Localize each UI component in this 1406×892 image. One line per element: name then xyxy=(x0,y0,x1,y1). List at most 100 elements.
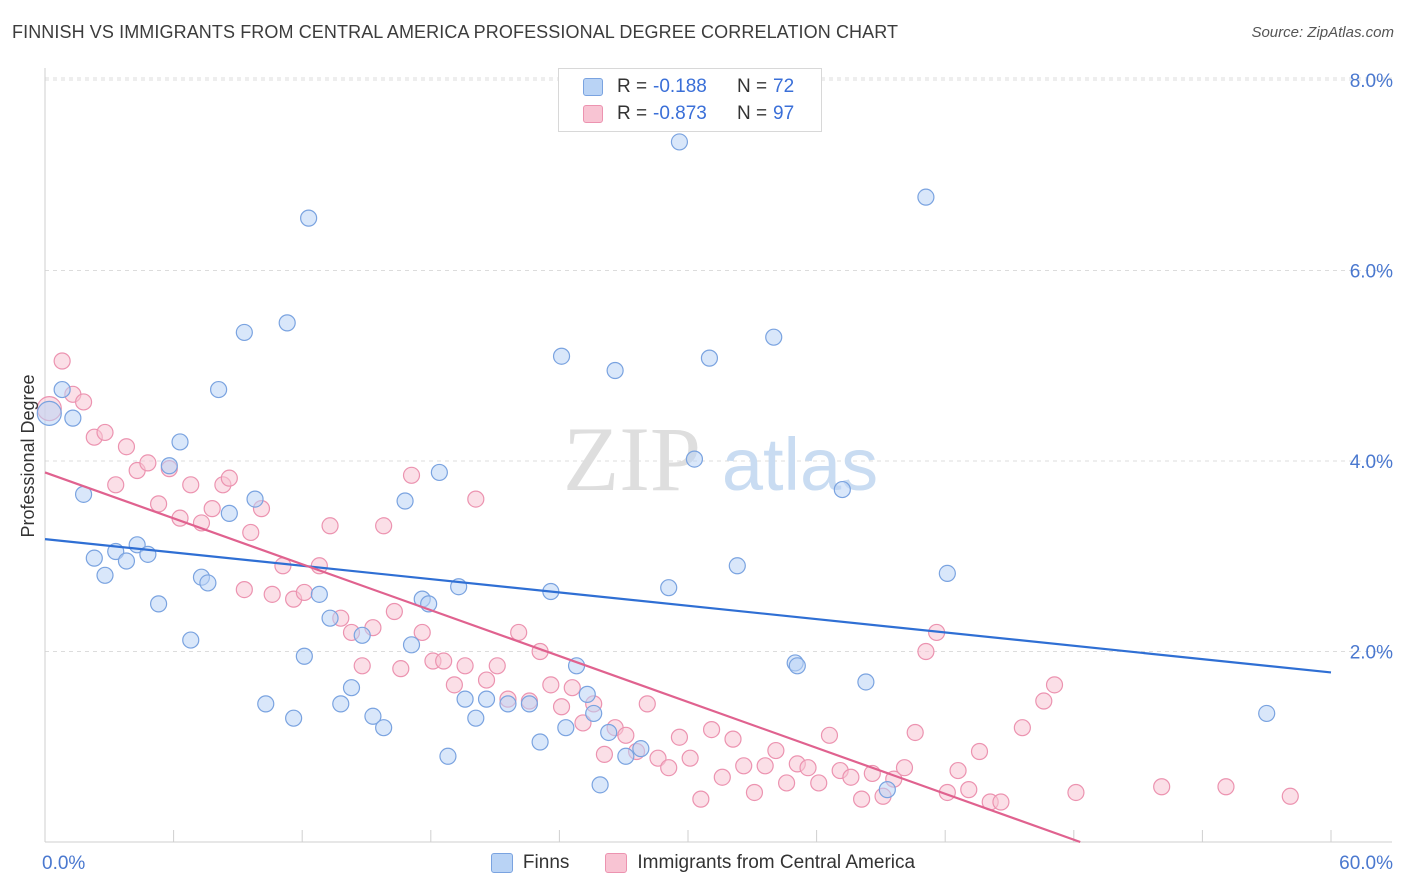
watermark-atlas: atlas xyxy=(722,423,878,506)
central-america-point xyxy=(842,768,860,786)
trend-lines xyxy=(44,471,1332,844)
finns-point xyxy=(96,566,114,584)
central-america-point xyxy=(402,466,421,484)
central-america-point xyxy=(949,761,967,780)
bottom-legend: Finns Immigrants from Central America xyxy=(0,852,1406,874)
central-america-point xyxy=(853,790,871,808)
finns-point xyxy=(246,490,264,508)
source-label: Source: ZipAtlas.com xyxy=(1251,24,1394,41)
finns-point xyxy=(878,781,896,799)
chart-title: FINNISH VS IMMIGRANTS FROM CENTRAL AMERI… xyxy=(12,22,899,42)
finns-point xyxy=(591,776,609,794)
finns-point xyxy=(53,380,71,399)
finns-point xyxy=(499,695,517,713)
y-axis-label: Professional Degree xyxy=(18,374,38,537)
finns-point xyxy=(632,740,650,758)
finns-point xyxy=(765,328,783,346)
central-america-point xyxy=(917,642,935,661)
central-america-point xyxy=(692,790,710,808)
finns-point xyxy=(439,747,457,765)
finns-point xyxy=(728,557,746,575)
finns-point xyxy=(456,690,474,708)
finns-point xyxy=(520,695,538,713)
finns-swatch xyxy=(490,853,513,873)
finns-point xyxy=(295,647,313,665)
central-america-point xyxy=(456,657,474,675)
central-america-point xyxy=(96,423,114,442)
central-america-point xyxy=(117,438,136,456)
finns-point xyxy=(430,463,448,482)
central-america-point xyxy=(1035,692,1053,710)
legend-finns-n: 72 xyxy=(773,76,795,97)
finns-point xyxy=(585,704,603,723)
central-america-point xyxy=(295,583,313,602)
bottom-legend-finns[interactable]: Finns xyxy=(490,852,569,874)
finns-point xyxy=(310,585,328,603)
finns-point xyxy=(670,133,689,151)
central-america-point xyxy=(413,623,431,642)
central-america-point xyxy=(149,495,168,513)
central-america-swatch xyxy=(583,105,603,123)
finns-point xyxy=(36,400,62,426)
central-america-point xyxy=(53,352,71,370)
legend-row-central-america: R = -0.873 N = 97 xyxy=(583,102,794,126)
finns-point xyxy=(531,733,549,751)
central-america-point xyxy=(638,695,656,713)
y-tick-label: 8.0% xyxy=(1350,71,1393,92)
finns-point xyxy=(600,723,618,742)
finns-swatch xyxy=(583,78,603,96)
legend-n-label: N = xyxy=(737,103,768,124)
finns-point xyxy=(467,709,485,727)
central-america-point xyxy=(542,676,560,694)
tick-labels: 2.0% 4.0% 6.0% 8.0% 0.0% 60.0% xyxy=(42,71,1393,874)
finns-point xyxy=(938,564,956,582)
finns-point xyxy=(833,480,851,499)
finns-point xyxy=(1258,704,1276,723)
central-america-point xyxy=(477,671,496,689)
finns-point xyxy=(149,595,168,613)
central-america-point xyxy=(906,723,924,742)
central-america-point xyxy=(510,623,528,642)
central-america-point xyxy=(681,749,699,767)
central-america-point xyxy=(375,517,393,535)
finns-point xyxy=(220,504,238,522)
gridlines xyxy=(45,77,1392,652)
watermark: ZIP atlas xyxy=(563,408,878,510)
legend-n-label: N = xyxy=(737,76,768,97)
central-america-point xyxy=(756,757,774,775)
finns-point xyxy=(160,457,178,475)
finns-point xyxy=(171,433,189,451)
bottom-legend-central-america[interactable]: Immigrants from Central America xyxy=(605,852,915,874)
central-america-point xyxy=(649,749,667,767)
central-america-point xyxy=(767,741,785,760)
finns-point xyxy=(85,549,103,567)
finns-point xyxy=(353,626,371,644)
central-america-point xyxy=(895,759,914,777)
finns-point xyxy=(606,361,624,380)
bottom-legend-central-america-label: Immigrants from Central America xyxy=(637,852,916,873)
finns-point xyxy=(477,690,496,708)
central-america-point xyxy=(488,657,506,675)
legend-central-america-n: 97 xyxy=(773,103,795,124)
legend-r-label: R = xyxy=(617,76,648,97)
central-america-point xyxy=(563,679,581,697)
central-america-point xyxy=(1013,719,1031,737)
central-america-swatch xyxy=(605,853,628,873)
x-tick-label-min: 0.0% xyxy=(42,853,85,874)
central-america-point xyxy=(107,476,125,494)
finns-point xyxy=(300,209,318,227)
central-america-point xyxy=(702,721,721,739)
central-america-point xyxy=(385,602,403,621)
finns-point xyxy=(182,631,200,649)
central-america-point xyxy=(820,726,839,744)
central-america-point xyxy=(810,774,828,792)
central-america-point xyxy=(182,476,200,494)
central-america-point xyxy=(735,757,753,775)
central-america-point xyxy=(992,793,1010,811)
axes xyxy=(44,68,1392,843)
finns-point xyxy=(685,450,704,468)
central-america-point xyxy=(235,580,253,599)
finns-point xyxy=(788,657,806,675)
finns-point xyxy=(660,579,678,597)
